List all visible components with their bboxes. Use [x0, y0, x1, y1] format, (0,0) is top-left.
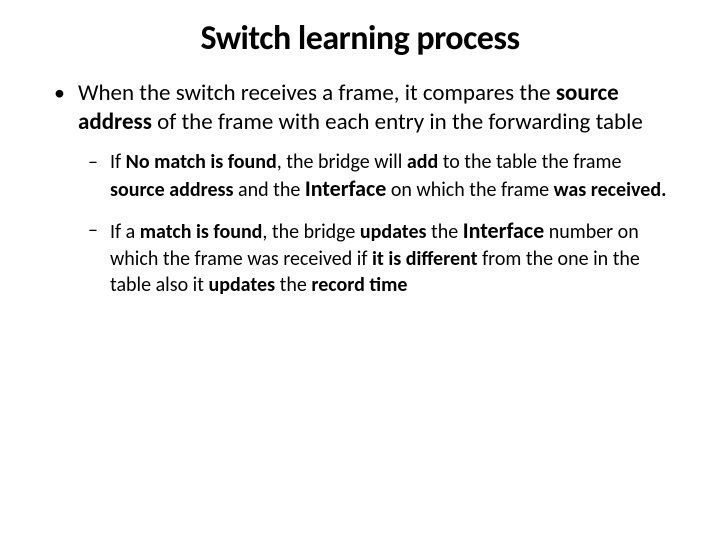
bullet-sub-2: If a match is found, the bridge updates … [40, 217, 680, 298]
bullet-main: When the switch receives a frame, it com… [40, 79, 680, 137]
slide-title: Switch learning process [40, 18, 680, 59]
bullet-sub-1: If No match is found, the bridge will ad… [40, 149, 680, 204]
slide-container: Switch learning process When the switch … [0, 0, 720, 540]
